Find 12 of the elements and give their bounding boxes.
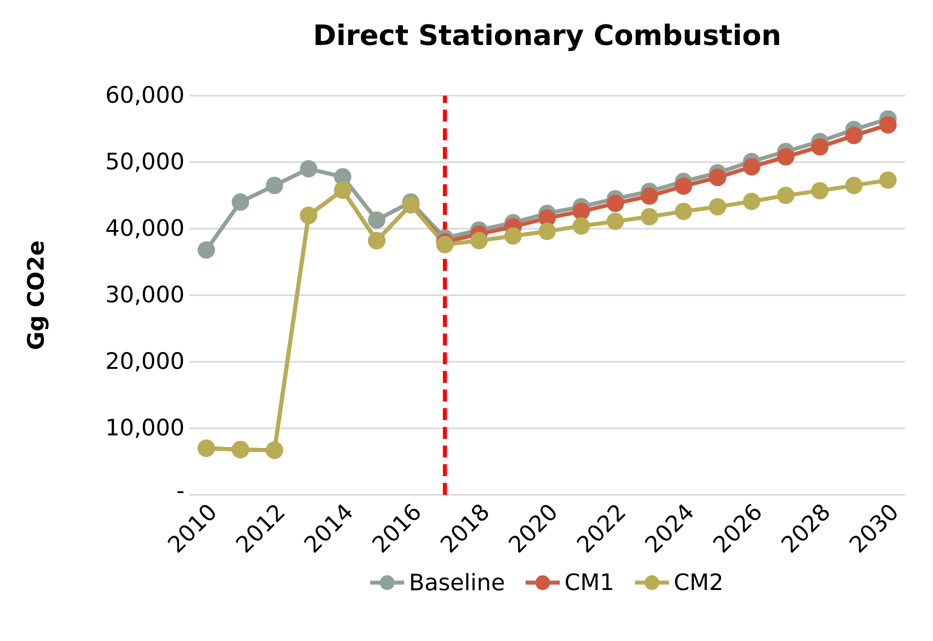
- y-axis-title: Gg CO2e: [26, 242, 49, 350]
- y-tick-label: 30,000: [107, 286, 184, 306]
- y-tick-label: 50,000: [107, 152, 184, 172]
- chart-title: Direct Stationary Combustion: [316, 24, 780, 52]
- y-tick-label: 10,000: [108, 418, 184, 438]
- y-tick-label: 60,000: [106, 86, 184, 106]
- legend-label: Baseline: [411, 573, 504, 591]
- y-tick-label: 40,000: [106, 219, 184, 239]
- legend-label: CM1: [566, 573, 612, 590]
- y-tick-label: 20,000: [106, 352, 184, 372]
- legend-label: CM2: [674, 573, 722, 590]
- y-tick-label: -: [177, 491, 184, 494]
